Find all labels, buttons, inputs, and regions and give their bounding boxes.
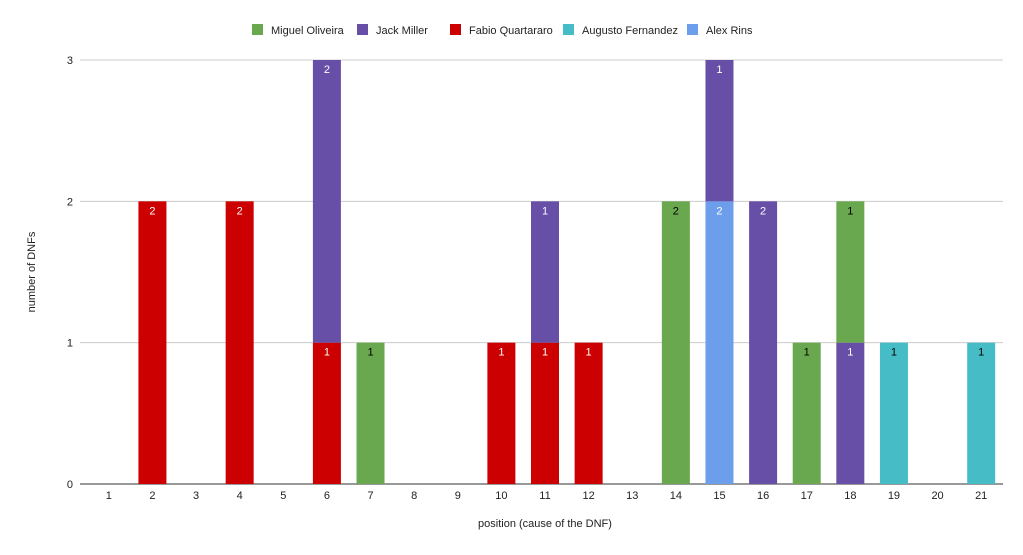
bar-segment (225, 201, 254, 485)
bar-segment (531, 201, 559, 343)
legend-label: Augusto Fernandez (582, 25, 678, 37)
x-tick-label: 7 (367, 490, 373, 502)
x-tick-label: 4 (237, 490, 243, 502)
legend-swatch (450, 24, 461, 35)
x-tick-label: 21 (975, 490, 987, 502)
data-label: 1 (586, 347, 592, 359)
x-tick-label: 13 (626, 490, 638, 502)
y-tick-label: 0 (67, 479, 73, 491)
x-tick-label: 5 (280, 490, 286, 502)
bar-segment (531, 342, 559, 484)
bar-segment (836, 201, 865, 343)
data-label: 1 (847, 205, 853, 217)
x-tick-label: 16 (757, 490, 769, 502)
data-label: 1 (716, 64, 722, 76)
data-label: 1 (542, 205, 548, 217)
x-tick-label: 11 (539, 490, 550, 502)
data-label: 1 (978, 347, 984, 359)
x-tick-label: 19 (888, 490, 900, 502)
data-label: 2 (760, 205, 766, 217)
x-tick-label: 6 (324, 490, 330, 502)
bar-segment (487, 342, 516, 484)
data-label: 2 (716, 205, 722, 217)
bars: 2 2 1 2 1 1 1 1 1 2 2 1 2 1 1 1 1 1 (138, 60, 996, 485)
bar-segment (967, 342, 996, 484)
data-label: 1 (542, 347, 548, 359)
x-tick-label: 18 (844, 490, 856, 502)
legend-label: Fabio Quartararo (469, 25, 553, 37)
x-tick-label: 1 (106, 490, 112, 502)
data-label: 1 (847, 347, 853, 359)
x-tick-label: 15 (713, 490, 725, 502)
x-tick-labels: 1 2 3 4 5 6 7 8 9 10 11 12 13 14 15 16 17 18 19 20 21 (106, 490, 988, 502)
bar-segment (661, 201, 690, 485)
bar-segment (312, 60, 341, 343)
legend-label: Alex Rins (706, 25, 753, 37)
bar-segment (356, 342, 385, 484)
data-label: 1 (324, 347, 330, 359)
y-tick-label: 2 (67, 196, 73, 208)
legend-swatch (357, 24, 368, 35)
data-label: 1 (891, 347, 897, 359)
data-label: 2 (673, 205, 679, 217)
x-tick-label: 20 (931, 490, 943, 502)
x-tick-label: 9 (455, 490, 461, 502)
bar-segment (836, 342, 865, 484)
data-label: 1 (498, 347, 504, 359)
legend: Miguel Oliveira Jack Miller Fabio Quartara… (252, 24, 753, 37)
bar-segment (574, 342, 603, 484)
legend-label: Miguel Oliveira (271, 25, 345, 37)
data-label: 2 (324, 64, 330, 76)
y-axis-label: number of DNFs (26, 231, 38, 312)
y-tick-label: 3 (67, 55, 73, 67)
x-tick-label: 17 (801, 490, 813, 502)
x-tick-label: 12 (582, 490, 594, 502)
x-tick-label: 3 (193, 490, 199, 502)
legend-swatch (563, 24, 574, 35)
x-tick-label: 14 (670, 490, 682, 502)
data-label: 2 (149, 205, 155, 217)
bar-segment (705, 201, 734, 485)
y-tick-label: 1 (67, 338, 73, 350)
bar-segment (705, 60, 734, 202)
bar-segment (749, 201, 778, 485)
legend-label: Jack Miller (376, 25, 428, 37)
data-label: 1 (804, 347, 810, 359)
x-tick-label: 2 (149, 490, 155, 502)
bar-segment (879, 342, 908, 484)
legend-swatch (252, 24, 263, 35)
bar-segment (138, 201, 167, 485)
legend-swatch (687, 24, 698, 35)
x-axis-label: position (cause of the DNF) (478, 518, 612, 530)
x-tick-label: 10 (495, 490, 507, 502)
x-tick-label: 8 (411, 490, 417, 502)
bar-segment (792, 342, 821, 484)
bar-segment (312, 342, 341, 484)
data-label: 1 (367, 347, 373, 359)
data-label: 2 (237, 205, 243, 217)
